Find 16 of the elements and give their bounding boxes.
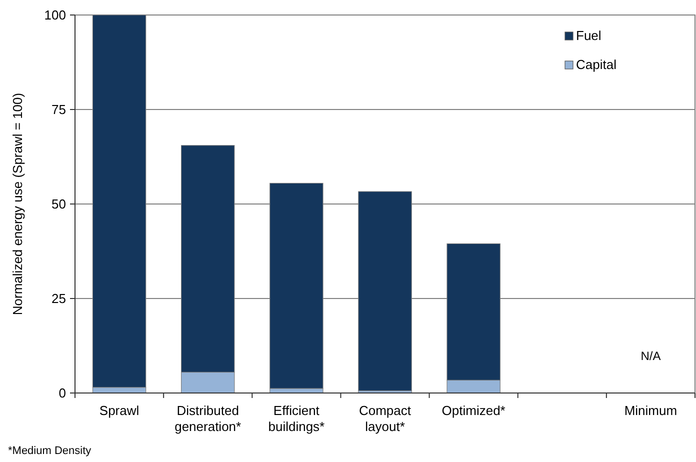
x-tick-label: Minimum bbox=[624, 403, 678, 418]
x-tick-label: Optimized* bbox=[442, 403, 506, 418]
x-tick-label: Compact layout* bbox=[358, 403, 412, 434]
x-tick-label: Sprawl bbox=[99, 403, 140, 418]
x-tick-label: Distributed generation* bbox=[174, 403, 242, 434]
y-tick-label: 75 bbox=[52, 102, 66, 118]
y-tick-label: 50 bbox=[52, 196, 66, 212]
legend-label: Fuel bbox=[576, 28, 602, 43]
annotation: N/A bbox=[640, 349, 661, 363]
y-tick-label: 100 bbox=[44, 8, 66, 23]
y-axis-title: Normalized energy use (Sprawl = 100) bbox=[10, 92, 25, 316]
text: *Medium Density bbox=[8, 445, 92, 457]
y-tick-label: 0 bbox=[58, 386, 66, 401]
legend-label: Capital bbox=[576, 57, 617, 72]
y-tick-label: 25 bbox=[52, 291, 66, 306]
x-tick-label: Efficient buildings* bbox=[268, 403, 325, 434]
